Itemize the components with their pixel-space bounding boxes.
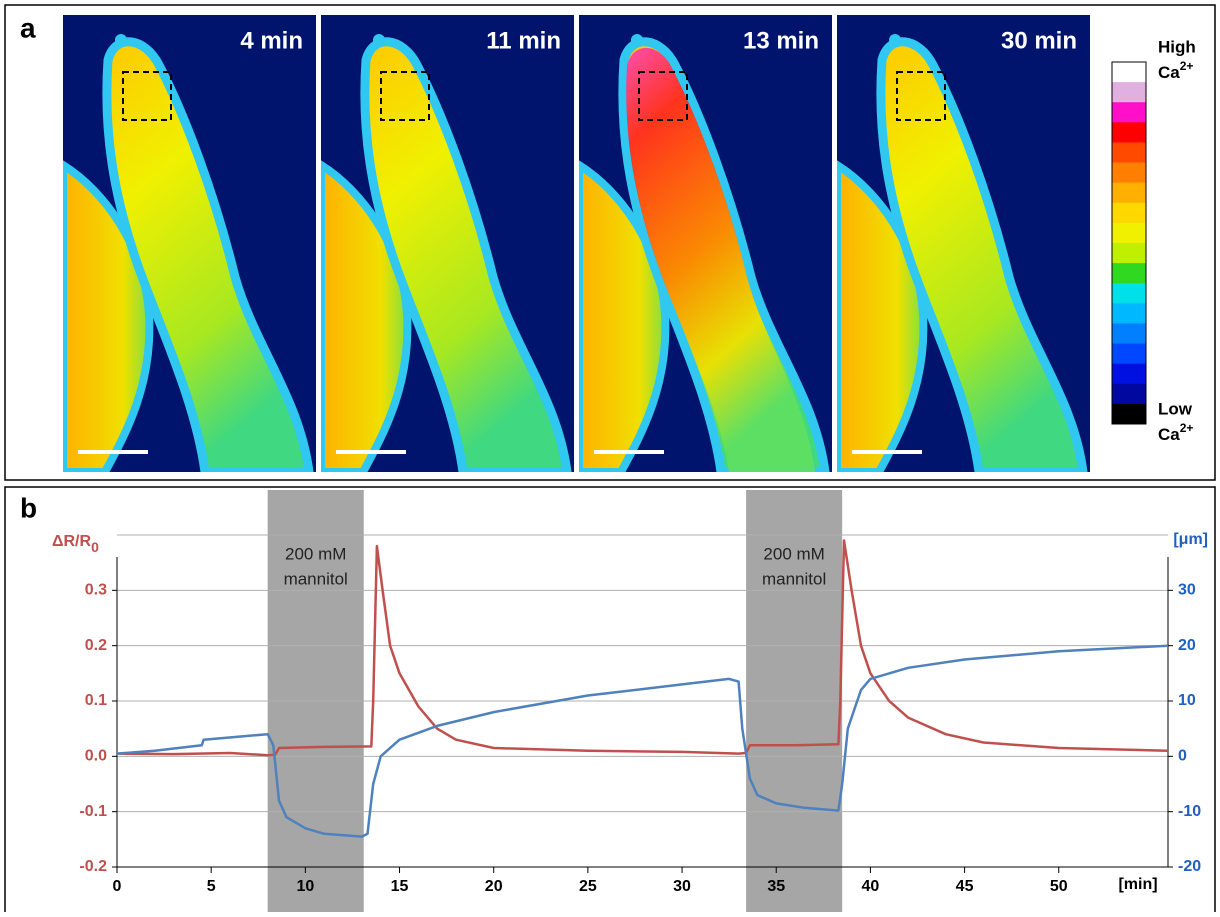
y2-tick-label: 30	[1178, 582, 1196, 599]
y-axis-label: ΔR/R0	[52, 533, 99, 554]
treatment-label: 200 mM	[285, 544, 346, 563]
x-tick-label: 0	[113, 878, 122, 895]
time-label: 11 min	[486, 27, 561, 54]
data-line	[116, 539, 1169, 757]
y2-tick-label: 0	[1178, 748, 1187, 765]
panel-b-frame	[4, 486, 1216, 917]
y-tick-label: 0.0	[85, 748, 107, 765]
image-row: 4 min 11 min 13 min 30 min	[63, 15, 1090, 472]
colorbar-frame	[1111, 61, 1147, 425]
y-tick-label: 0.2	[85, 637, 107, 654]
roi-box	[638, 71, 688, 121]
colorbar-swatch	[1112, 222, 1146, 244]
time-label: 13 min	[743, 27, 819, 54]
y2-tick-label: -10	[1178, 803, 1201, 820]
x-tick-label: 25	[579, 878, 597, 895]
x-tick-label: 30	[673, 878, 691, 895]
micrograph	[321, 15, 574, 472]
y-label-sub: 0	[91, 539, 99, 555]
roi-box	[122, 71, 172, 121]
colorbar-label: Ca2+	[1158, 421, 1193, 444]
colorbar-swatch	[1112, 403, 1146, 425]
y-tick-label: -0.1	[79, 803, 107, 820]
charge: 2+	[1180, 421, 1194, 435]
y2-tick-label: 10	[1178, 692, 1196, 709]
colorbar-label: High	[1158, 37, 1196, 56]
colorbar-swatch	[1112, 182, 1146, 204]
y2-axis-label: [μm]	[1173, 531, 1208, 548]
y2-tick-label: -20	[1178, 858, 1201, 875]
colorbar-swatch	[1112, 363, 1146, 385]
charge: 2+	[1180, 59, 1194, 73]
chart: 200 mM mannitol 200 mM mannitol -0.2 -0.1 0.0 0…	[52, 490, 1208, 912]
colorbar-swatch	[1112, 283, 1146, 304]
colorbar-swatch	[1112, 102, 1146, 123]
colorbar-swatch	[1112, 263, 1146, 284]
micrograph	[63, 15, 316, 472]
roi-box	[896, 71, 946, 121]
colorbar-swatch	[1112, 343, 1146, 365]
y-tick-label: 0.1	[85, 692, 107, 709]
x-tick-label: 20	[485, 878, 503, 895]
micrograph	[837, 15, 1090, 472]
x-tick-label: 35	[767, 878, 785, 895]
roi-box	[380, 71, 430, 121]
x-tick-label: 50	[1050, 878, 1068, 895]
colorbar-swatch	[1112, 162, 1146, 184]
colorbar-swatch	[1112, 62, 1146, 83]
y-tick-label: -0.2	[79, 858, 107, 875]
colorbar-swatch	[1112, 303, 1146, 324]
panel-label: b	[20, 492, 37, 523]
colorbar-label: Low	[1158, 399, 1193, 418]
colorbar-swatch	[1112, 243, 1146, 264]
panel-a-frame	[4, 4, 1216, 481]
x-tick-label: 5	[207, 878, 216, 895]
x-tick-label: 10	[296, 878, 314, 895]
x-tick-label: 45	[956, 878, 974, 895]
treatment-label: 200 mM	[763, 544, 824, 563]
x-axis-label: [min]	[1118, 876, 1157, 893]
y-tick-label: 0.3	[85, 582, 107, 599]
colorbar-swatch	[1112, 202, 1146, 224]
panel-label: a	[20, 12, 36, 43]
treatment-label: mannitol	[762, 569, 826, 588]
colorbar-swatch	[1112, 142, 1146, 164]
colorbar-swatch	[1112, 383, 1146, 405]
y-label-main: ΔR/R	[52, 533, 92, 550]
x-tick-label: 40	[862, 878, 880, 895]
y2-tick-label: 20	[1178, 637, 1196, 654]
treatment-label: mannitol	[284, 569, 348, 588]
colorbar-swatch	[1112, 122, 1146, 143]
time-label: 30 min	[1001, 27, 1077, 54]
ion: Ca	[1158, 425, 1180, 444]
data-line	[116, 644, 1169, 838]
colorbar-label: Ca2+	[1158, 59, 1193, 82]
x-tick-label: 15	[391, 878, 409, 895]
ion: Ca	[1158, 63, 1180, 82]
time-label: 4 min	[240, 27, 303, 54]
colorbar-swatch	[1112, 82, 1146, 103]
colorbar-swatch	[1112, 323, 1146, 345]
